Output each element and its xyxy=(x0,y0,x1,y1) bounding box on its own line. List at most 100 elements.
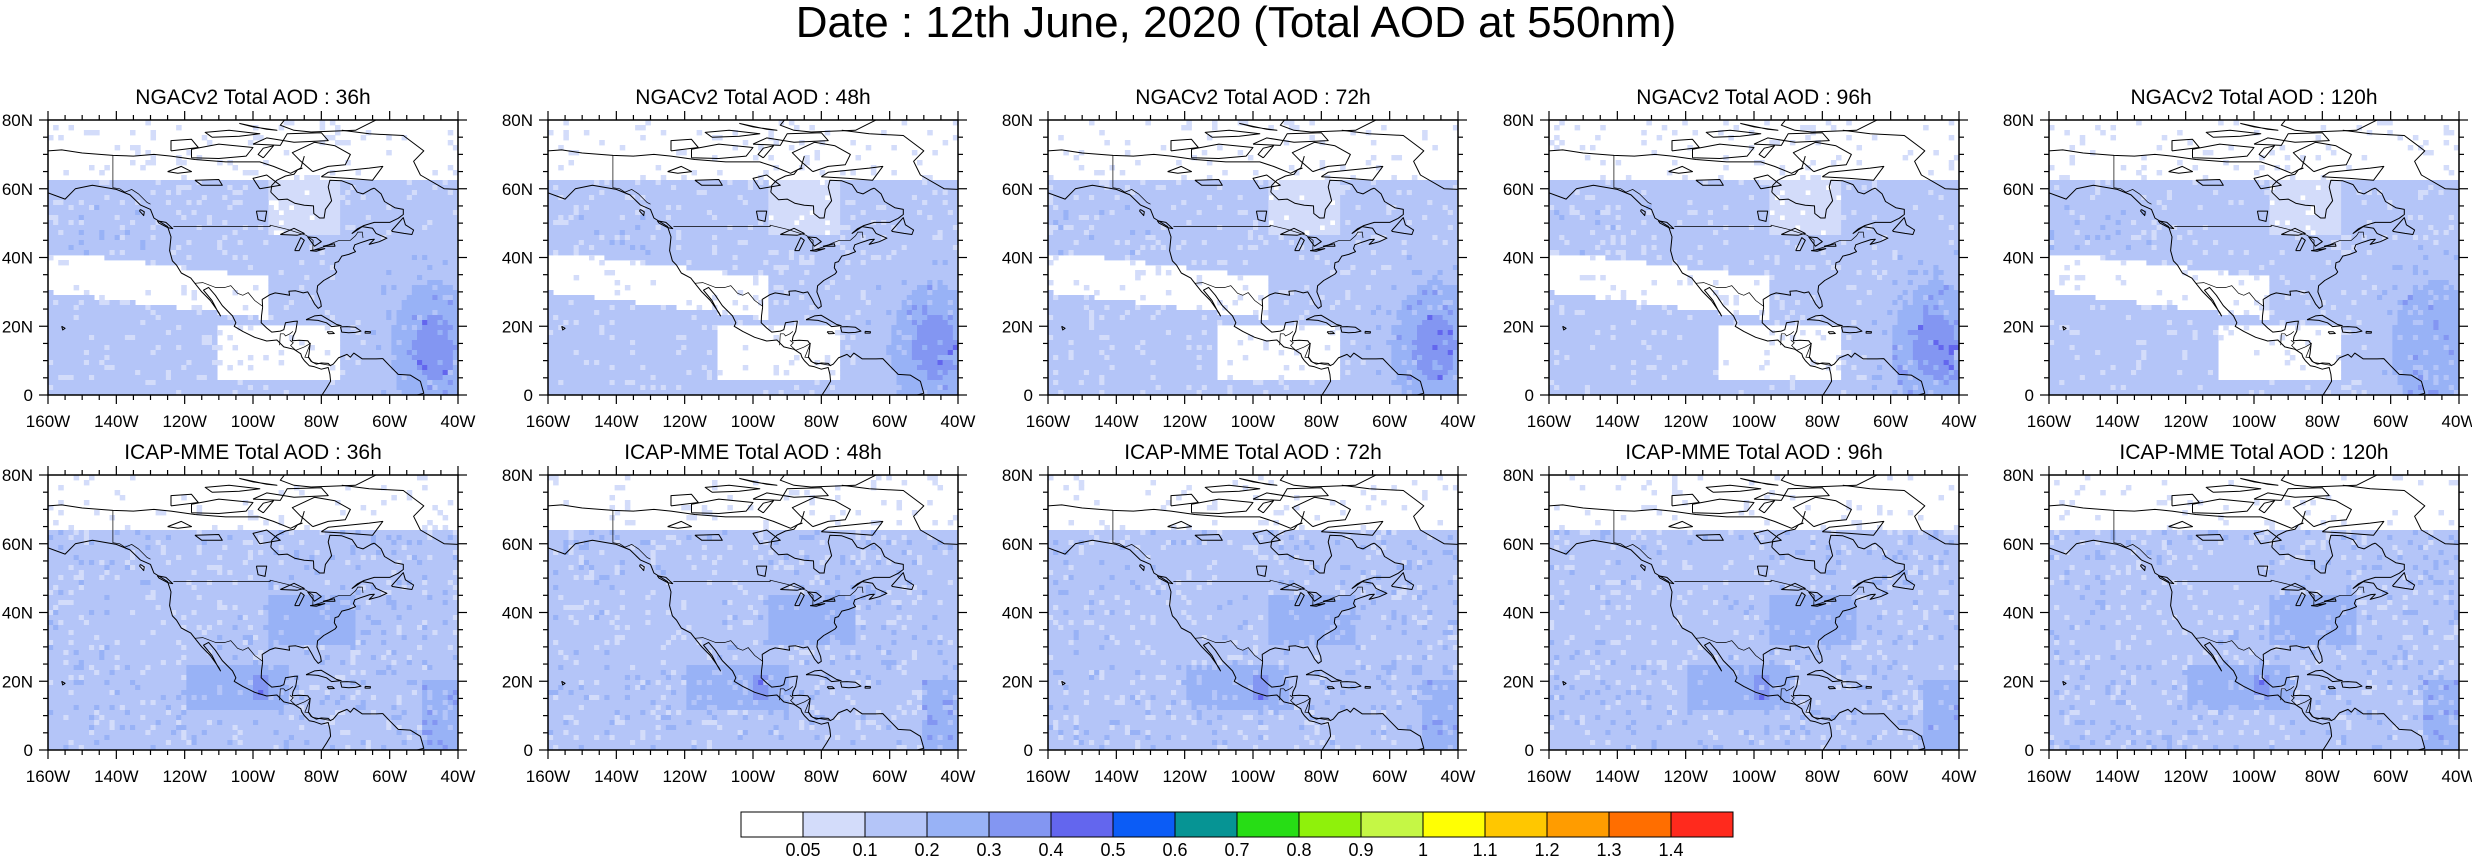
lat-tick-label: 60N xyxy=(1002,180,1033,199)
axis-ticks xyxy=(539,111,967,404)
lat-tick-label: 60N xyxy=(1503,535,1534,554)
lat-tick-label: 0 xyxy=(24,386,33,405)
lon-tick-label: 80W xyxy=(804,767,839,786)
lon-tick-label: 60W xyxy=(2373,412,2408,431)
colorbar-swatch xyxy=(1298,811,1362,838)
lon-tick-label: 80W xyxy=(1805,767,1840,786)
lat-tick-label: 40N xyxy=(1503,604,1534,623)
axis-ticks xyxy=(39,111,467,404)
lon-tick-label: 80W xyxy=(1805,412,1840,431)
lat-tick-label: 40N xyxy=(2,604,33,623)
coastlines xyxy=(1048,475,1458,750)
lon-tick-label: 160W xyxy=(2027,767,2071,786)
lat-tick-label: 20N xyxy=(2,317,33,336)
coastlines xyxy=(2049,120,2459,395)
lat-tick-label: 0 xyxy=(1525,741,1534,760)
aod-field xyxy=(1549,120,1959,395)
lon-tick-label: 40W xyxy=(1942,767,1977,786)
lon-tick-label: 160W xyxy=(2027,412,2071,431)
colorbar-label: 0.8 xyxy=(1286,840,1311,860)
colorbar-swatch xyxy=(1422,811,1486,838)
lon-tick-label: 40W xyxy=(441,767,476,786)
colorbar-label: 0.05 xyxy=(785,840,820,860)
lat-tick-label: 0 xyxy=(2025,386,2034,405)
lon-tick-label: 100W xyxy=(231,767,275,786)
colorbar-label: 0.3 xyxy=(976,840,1001,860)
lat-tick-label: 80N xyxy=(502,466,533,485)
lon-tick-label: 60W xyxy=(1372,767,1407,786)
lat-tick-label: 80N xyxy=(1503,466,1534,485)
national-borders xyxy=(112,510,364,721)
lon-tick-label: 100W xyxy=(1231,767,1275,786)
lon-tick-label: 60W xyxy=(872,767,907,786)
lon-tick-label: 120W xyxy=(1663,767,1707,786)
panel-title: ICAP-MME Total AOD : 36h xyxy=(124,441,382,464)
colorbar-swatch xyxy=(1112,811,1176,838)
lon-tick-label: 140W xyxy=(594,412,638,431)
colorbar-swatch xyxy=(1236,811,1300,838)
lon-tick-label: 160W xyxy=(26,767,70,786)
axis-ticks xyxy=(1039,466,1467,759)
lat-tick-label: 40N xyxy=(1002,604,1033,623)
coastlines xyxy=(1549,475,1959,750)
colorbar-swatch xyxy=(1174,811,1238,838)
axis-ticks xyxy=(1540,466,1968,759)
colorbar-swatch xyxy=(1608,811,1672,838)
aod-field xyxy=(2049,475,2459,750)
lon-tick-label: 160W xyxy=(1026,412,1070,431)
aod-field xyxy=(2049,120,2459,395)
coastlines xyxy=(48,475,458,750)
colorbar-label: 0.4 xyxy=(1038,840,1063,860)
lat-tick-label: 20N xyxy=(502,672,533,691)
lat-tick-label: 60N xyxy=(2,535,33,554)
lon-tick-label: 140W xyxy=(2095,412,2139,431)
lon-tick-label: 100W xyxy=(731,767,775,786)
lat-tick-label: 60N xyxy=(2003,535,2034,554)
lon-tick-label: 100W xyxy=(1231,412,1275,431)
lon-tick-label: 40W xyxy=(2442,412,2472,431)
lat-tick-label: 0 xyxy=(24,741,33,760)
lon-tick-label: 120W xyxy=(1162,412,1206,431)
lon-tick-label: 160W xyxy=(526,767,570,786)
colorbar-label: 1.1 xyxy=(1472,840,1497,860)
map-panel: 160W 140W 120W 100W 80W 60W 40W 0 20N 40N 60N 80N IC… xyxy=(2003,441,2472,786)
coastlines xyxy=(1549,120,1959,395)
lon-tick-label: 80W xyxy=(2305,767,2340,786)
lon-tick-label: 100W xyxy=(1732,412,1776,431)
lon-tick-label: 40W xyxy=(1942,412,1977,431)
colorbar-swatch xyxy=(1670,811,1734,838)
lon-tick-label: 40W xyxy=(1441,767,1476,786)
colorbar-swatch xyxy=(988,811,1052,838)
national-borders xyxy=(1112,155,1364,366)
lon-tick-label: 140W xyxy=(94,767,138,786)
lon-tick-label: 40W xyxy=(941,767,976,786)
colorbar-label: 1.4 xyxy=(1658,840,1683,860)
colorbar-label: 1 xyxy=(1418,840,1428,860)
lon-tick-label: 40W xyxy=(1441,412,1476,431)
colorbar-label: 0.6 xyxy=(1162,840,1187,860)
lon-tick-label: 120W xyxy=(162,412,206,431)
aod-field xyxy=(48,120,458,395)
colorbar-label: 0.1 xyxy=(852,840,877,860)
colorbar-swatch xyxy=(1484,811,1548,838)
lat-tick-label: 40N xyxy=(1002,249,1033,268)
colorbar-label: 1.3 xyxy=(1596,840,1621,860)
lat-tick-label: 20N xyxy=(1503,317,1534,336)
lon-tick-label: 100W xyxy=(1732,767,1776,786)
map-panel: 160W 140W 120W 100W 80W 60W 40W 0 20N 40N 60N 80N NG… xyxy=(2003,86,2472,431)
axis-ticks xyxy=(39,466,467,759)
lat-tick-label: 60N xyxy=(502,180,533,199)
lon-tick-label: 160W xyxy=(1527,767,1571,786)
map-panel: 160W 140W 120W 100W 80W 60W 40W 0 20N 40N 60N 80N IC… xyxy=(2,441,476,786)
coastlines xyxy=(48,120,458,395)
axis-ticks xyxy=(1039,111,1467,404)
lat-tick-label: 80N xyxy=(2003,466,2034,485)
colorbar-swatch xyxy=(1050,811,1114,838)
lat-tick-label: 20N xyxy=(1002,672,1033,691)
lon-tick-label: 60W xyxy=(2373,767,2408,786)
lon-tick-label: 80W xyxy=(1304,767,1339,786)
lon-tick-label: 60W xyxy=(1873,412,1908,431)
lat-tick-label: 40N xyxy=(2003,249,2034,268)
panel-title: ICAP-MME Total AOD : 48h xyxy=(624,441,882,464)
panel-title: ICAP-MME Total AOD : 120h xyxy=(2119,441,2388,464)
